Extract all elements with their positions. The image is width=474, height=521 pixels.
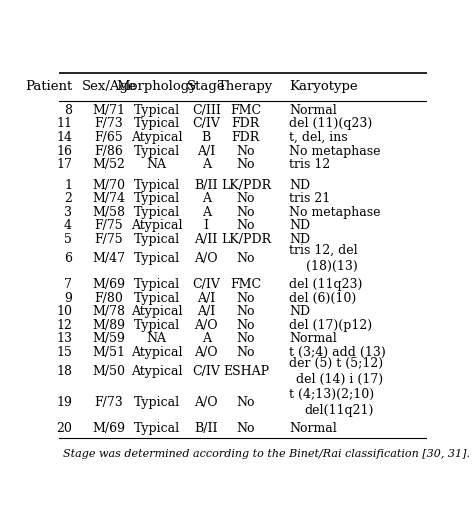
Text: 8: 8 [64, 104, 72, 117]
Text: NA: NA [146, 332, 166, 345]
Text: F/73: F/73 [94, 396, 123, 410]
Text: M/50: M/50 [92, 365, 125, 378]
Text: Atypical: Atypical [131, 346, 182, 359]
Text: 20: 20 [56, 423, 72, 436]
Text: Sex/Age: Sex/Age [82, 80, 136, 93]
Text: No metaphase: No metaphase [289, 206, 380, 219]
Text: 1: 1 [64, 179, 72, 192]
Text: t (3;4) add (13): t (3;4) add (13) [289, 346, 385, 359]
Text: Typical: Typical [134, 233, 180, 246]
Text: F/75: F/75 [94, 233, 123, 246]
Text: Normal: Normal [289, 104, 337, 117]
Text: Typical: Typical [134, 319, 180, 332]
Text: FMC: FMC [230, 278, 262, 291]
Text: 18: 18 [56, 365, 72, 378]
Text: tris 12, del
(18)(13): tris 12, del (18)(13) [289, 244, 357, 273]
Text: del (6)(10): del (6)(10) [289, 292, 356, 305]
Text: Typical: Typical [134, 206, 180, 219]
Text: Therapy: Therapy [218, 80, 273, 93]
Text: Typical: Typical [134, 192, 180, 205]
Text: M/47: M/47 [92, 252, 125, 265]
Text: 2: 2 [64, 192, 72, 205]
Text: Karyotype: Karyotype [289, 80, 357, 93]
Text: M/70: M/70 [92, 179, 125, 192]
Text: 7: 7 [64, 278, 72, 291]
Text: NA: NA [146, 158, 166, 171]
Text: FMC: FMC [230, 104, 262, 117]
Text: B/II: B/II [194, 423, 218, 436]
Text: M/69: M/69 [92, 423, 125, 436]
Text: Atypical: Atypical [131, 365, 182, 378]
Text: No: No [237, 219, 255, 232]
Text: C/IV: C/IV [192, 117, 220, 130]
Text: Typical: Typical [134, 179, 180, 192]
Text: A/I: A/I [197, 305, 215, 318]
Text: Normal: Normal [289, 423, 337, 436]
Text: M/51: M/51 [92, 346, 125, 359]
Text: 5: 5 [64, 233, 72, 246]
Text: A/O: A/O [194, 396, 218, 410]
Text: Stage was determined according to the Binet/Rai classification [30, 31].: Stage was determined according to the Bi… [63, 449, 470, 458]
Text: M/69: M/69 [92, 278, 125, 291]
Text: B/II: B/II [194, 179, 218, 192]
Text: 17: 17 [56, 158, 72, 171]
Text: ND: ND [289, 179, 310, 192]
Text: Typical: Typical [134, 292, 180, 305]
Text: F/80: F/80 [94, 292, 123, 305]
Text: 11: 11 [56, 117, 72, 130]
Text: M/52: M/52 [92, 158, 125, 171]
Text: 12: 12 [56, 319, 72, 332]
Text: del (11)(q23): del (11)(q23) [289, 117, 372, 130]
Text: No: No [237, 346, 255, 359]
Text: No: No [237, 252, 255, 265]
Text: Atypical: Atypical [131, 305, 182, 318]
Text: No: No [237, 423, 255, 436]
Text: del (17)(p12): del (17)(p12) [289, 319, 372, 332]
Text: No: No [237, 332, 255, 345]
Text: No: No [237, 145, 255, 157]
Text: FDR: FDR [232, 131, 260, 144]
Text: A/I: A/I [197, 145, 215, 157]
Text: Typical: Typical [134, 104, 180, 117]
Text: No: No [237, 158, 255, 171]
Text: No metaphase: No metaphase [289, 145, 380, 157]
Text: C/III: C/III [192, 104, 220, 117]
Text: M/58: M/58 [92, 206, 125, 219]
Text: t (4;13)(2;10)
del(11q21): t (4;13)(2;10) del(11q21) [289, 389, 374, 417]
Text: Atypical: Atypical [131, 131, 182, 144]
Text: 10: 10 [56, 305, 72, 318]
Text: A: A [202, 206, 210, 219]
Text: 6: 6 [64, 252, 72, 265]
Text: Typical: Typical [134, 117, 180, 130]
Text: A/O: A/O [194, 319, 218, 332]
Text: 9: 9 [64, 292, 72, 305]
Text: t, del, ins: t, del, ins [289, 131, 347, 144]
Text: Typical: Typical [134, 252, 180, 265]
Text: M/59: M/59 [92, 332, 125, 345]
Text: Typical: Typical [134, 396, 180, 410]
Text: ESHAP: ESHAP [223, 365, 269, 378]
Text: Patient: Patient [25, 80, 72, 93]
Text: 15: 15 [56, 346, 72, 359]
Text: FDR: FDR [232, 117, 260, 130]
Text: C/IV: C/IV [192, 365, 220, 378]
Text: No: No [237, 292, 255, 305]
Text: 16: 16 [56, 145, 72, 157]
Text: Typical: Typical [134, 145, 180, 157]
Text: F/75: F/75 [94, 219, 123, 232]
Text: 13: 13 [56, 332, 72, 345]
Text: No: No [237, 319, 255, 332]
Text: A/O: A/O [194, 346, 218, 359]
Text: Atypical: Atypical [131, 219, 182, 232]
Text: F/73: F/73 [94, 117, 123, 130]
Text: 4: 4 [64, 219, 72, 232]
Text: 14: 14 [56, 131, 72, 144]
Text: A/O: A/O [194, 252, 218, 265]
Text: Typical: Typical [134, 278, 180, 291]
Text: tris 12: tris 12 [289, 158, 330, 171]
Text: 3: 3 [64, 206, 72, 219]
Text: del (11q23): del (11q23) [289, 278, 362, 291]
Text: A: A [202, 332, 210, 345]
Text: A: A [202, 192, 210, 205]
Text: A: A [202, 158, 210, 171]
